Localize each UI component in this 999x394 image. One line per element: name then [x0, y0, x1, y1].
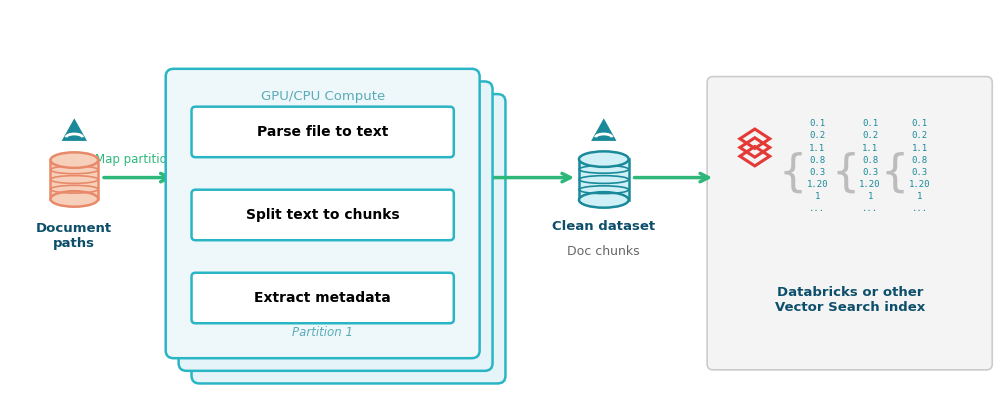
Polygon shape — [591, 118, 616, 141]
Text: GPU/CPU Compute: GPU/CPU Compute — [261, 90, 385, 103]
Polygon shape — [51, 160, 98, 199]
Polygon shape — [579, 159, 628, 200]
Ellipse shape — [51, 152, 98, 168]
FancyBboxPatch shape — [707, 76, 992, 370]
Ellipse shape — [51, 191, 98, 207]
Polygon shape — [62, 118, 87, 141]
Text: Partition N: Partition N — [318, 351, 380, 364]
Text: {: { — [881, 151, 909, 194]
Text: Document
paths: Document paths — [36, 222, 112, 250]
Text: Split text to chunks: Split text to chunks — [246, 208, 400, 222]
Text: Extract metadata: Extract metadata — [255, 291, 391, 305]
FancyBboxPatch shape — [192, 273, 454, 323]
Text: Databricks or other
Vector Search index: Databricks or other Vector Search index — [774, 286, 925, 314]
FancyBboxPatch shape — [192, 107, 454, 157]
Text: Partition 2: Partition 2 — [305, 338, 366, 351]
Text: 0.1
0.2
1.1
0.8
0.3
1.20
1
...: 0.1 0.2 1.1 0.8 0.3 1.20 1 ... — [806, 119, 828, 214]
Text: Parse file to text: Parse file to text — [257, 125, 389, 139]
Text: Map partitions: Map partitions — [95, 153, 180, 166]
Text: {: { — [831, 151, 859, 194]
Text: {: { — [778, 151, 806, 194]
Ellipse shape — [579, 151, 628, 167]
FancyBboxPatch shape — [166, 69, 480, 358]
FancyBboxPatch shape — [179, 82, 493, 371]
Text: 0.1
0.2
1.1
0.8
0.3
1.20
1
...: 0.1 0.2 1.1 0.8 0.3 1.20 1 ... — [909, 119, 930, 214]
Text: Clean dataset: Clean dataset — [552, 220, 655, 233]
Text: Partition 1: Partition 1 — [292, 326, 354, 339]
FancyBboxPatch shape — [192, 94, 505, 383]
Ellipse shape — [579, 192, 628, 208]
Text: 0.1
0.2
1.1
0.8
0.3
1.20
1
...: 0.1 0.2 1.1 0.8 0.3 1.20 1 ... — [859, 119, 881, 214]
FancyBboxPatch shape — [192, 190, 454, 240]
Text: Doc chunks: Doc chunks — [567, 245, 640, 258]
